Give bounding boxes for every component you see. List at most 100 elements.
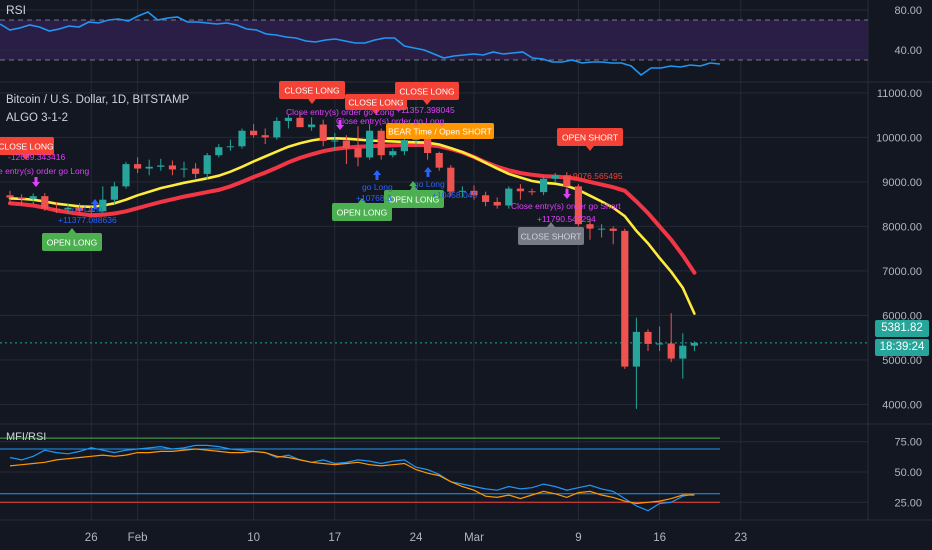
candle-body bbox=[435, 152, 443, 168]
rsi-panel-title: RSI bbox=[6, 3, 27, 17]
candle-body bbox=[284, 117, 292, 121]
signal-label-text: OPEN LONG bbox=[47, 238, 98, 248]
candle-body bbox=[180, 168, 188, 170]
x-axis-label: 10 bbox=[247, 532, 260, 544]
candle-body bbox=[458, 190, 466, 192]
candle-body bbox=[215, 147, 223, 156]
price-tick-label: 9000.00 bbox=[882, 177, 922, 189]
order-annotation: +11357.398045 bbox=[396, 105, 455, 115]
candle-body bbox=[632, 331, 640, 367]
signal-label-pointer bbox=[423, 100, 431, 105]
candle-body bbox=[41, 196, 49, 209]
slow-ma-line bbox=[8, 143, 697, 275]
last-price-tag: 5381.82 bbox=[875, 320, 929, 337]
candle-body bbox=[667, 343, 675, 359]
signal-label-pointer bbox=[22, 155, 30, 160]
candle-body bbox=[319, 124, 327, 141]
candle-body bbox=[563, 175, 571, 187]
order-annotation: +11377.088636 bbox=[58, 215, 117, 225]
candle-body bbox=[516, 188, 524, 192]
signal-label-box bbox=[395, 82, 459, 100]
candle-body bbox=[296, 117, 304, 128]
rsi-line bbox=[0, 11, 721, 77]
candle-body bbox=[679, 345, 687, 359]
candle-body bbox=[389, 151, 397, 156]
signal-label-text: CLOSE LONG bbox=[399, 87, 454, 97]
candle-body bbox=[192, 168, 200, 174]
candle-body bbox=[250, 130, 258, 136]
candle-body bbox=[377, 130, 385, 156]
signal-label-text: CLOSE LONG bbox=[348, 98, 403, 108]
candle-body bbox=[470, 190, 478, 196]
candle-body bbox=[273, 120, 281, 138]
signal-label-box bbox=[386, 123, 494, 139]
price-tick-label: 10000.00 bbox=[876, 132, 922, 144]
candle-body bbox=[412, 138, 420, 141]
price-tick-label: 8000.00 bbox=[882, 221, 922, 233]
signal-label-box bbox=[384, 190, 444, 208]
mfi-tick-label: 75.00 bbox=[894, 437, 922, 449]
candle-body bbox=[331, 140, 339, 142]
candle-body bbox=[621, 230, 629, 367]
entry-arrow-icon bbox=[563, 189, 571, 199]
x-axis-label: Mar bbox=[464, 532, 484, 544]
candle-body bbox=[203, 155, 211, 174]
order-annotation: go Long bbox=[414, 179, 445, 189]
candle-body bbox=[482, 195, 490, 202]
order-annotation: Close entry(s) order go Long bbox=[286, 107, 394, 117]
entry-arrow-icon bbox=[91, 199, 99, 209]
candle-body bbox=[99, 199, 107, 212]
candle-body bbox=[145, 166, 153, 169]
signal-label-pointer bbox=[308, 99, 316, 104]
candle-body bbox=[87, 210, 95, 212]
candle-body bbox=[586, 224, 594, 229]
candle-body bbox=[6, 195, 14, 198]
signal-label-pointer bbox=[372, 110, 380, 115]
bar-countdown-tag: 18:39:24 bbox=[875, 339, 929, 356]
signal-label-box bbox=[0, 137, 54, 155]
entry-arrow-icon bbox=[373, 170, 381, 180]
rsi-tick-label: 80.00 bbox=[894, 5, 922, 17]
candle-body bbox=[226, 146, 234, 148]
candle-body bbox=[354, 148, 362, 158]
candle-body bbox=[168, 165, 176, 170]
signal-label-text: CLOSE SHORT bbox=[521, 232, 582, 242]
candle-body bbox=[505, 188, 513, 206]
candle-body bbox=[574, 186, 582, 225]
candle-body bbox=[308, 124, 316, 128]
x-axis-label: Feb bbox=[128, 532, 148, 544]
entry-arrow-icon bbox=[409, 181, 417, 191]
x-axis-label: 16 bbox=[653, 532, 666, 544]
order-annotation: -12639.343416 bbox=[8, 152, 65, 162]
signal-label-box bbox=[42, 233, 102, 251]
order-annotation: +11790.547294 bbox=[537, 214, 596, 224]
candle-body bbox=[64, 207, 72, 210]
order-annotation: Close entry(s) order go Short bbox=[511, 201, 621, 211]
price-tick-label: 4000.00 bbox=[882, 399, 922, 411]
x-axis-label: 26 bbox=[85, 532, 98, 544]
candle-body bbox=[551, 175, 559, 179]
order-annotation: Close entry(s) order go Long bbox=[336, 116, 444, 126]
signal-label-text: CLOSE LONG bbox=[284, 86, 339, 96]
candle-body bbox=[52, 208, 60, 210]
price-tick-label: 5000.00 bbox=[882, 355, 922, 367]
candle-body bbox=[690, 342, 698, 346]
order-annotation: +10768.3 bbox=[356, 193, 392, 203]
candle-body bbox=[76, 207, 84, 211]
order-annotation: go Long bbox=[72, 204, 103, 214]
signal-label-text: OPEN LONG bbox=[389, 195, 440, 205]
candle-body bbox=[540, 178, 548, 193]
candle-body bbox=[134, 164, 142, 169]
mfi-panel-title: MFI/RSI bbox=[6, 431, 47, 443]
x-axis-label: 23 bbox=[734, 532, 747, 544]
x-axis-label: 24 bbox=[410, 532, 423, 544]
mfi-tick-label: 50.00 bbox=[894, 467, 922, 479]
mfi-line bbox=[9, 444, 695, 512]
x-axis-label: 17 bbox=[328, 532, 341, 544]
price-tick-label: 11000.00 bbox=[877, 88, 922, 100]
order-annotation: go Long bbox=[362, 182, 393, 192]
candle-body bbox=[261, 135, 269, 138]
strategy-label: ALGO 3-1-2 bbox=[6, 112, 68, 124]
